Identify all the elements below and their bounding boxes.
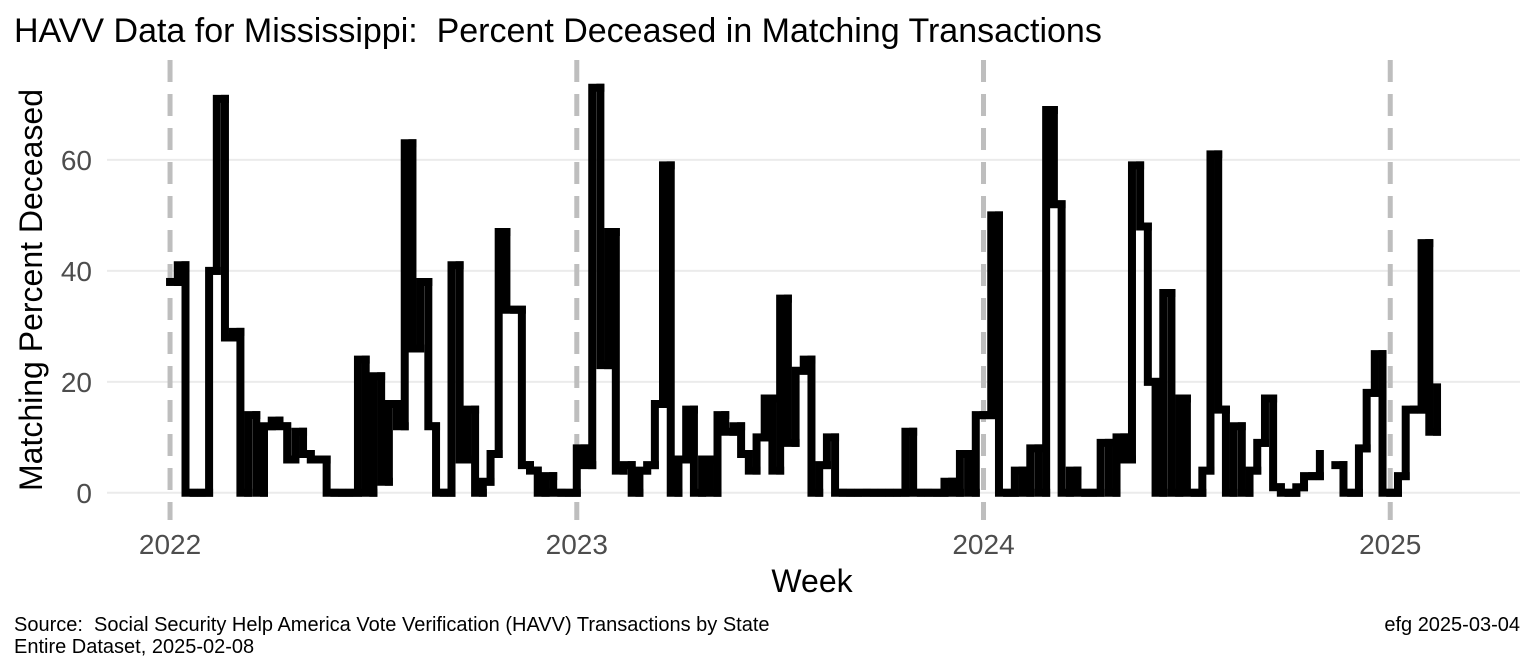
step-segment — [1049, 105, 1066, 209]
x-tick-label: 2025 — [1359, 529, 1421, 560]
step-segment — [220, 94, 237, 342]
caption: Source: Social Security Help America Vot… — [14, 614, 770, 636]
step-segment — [1253, 438, 1269, 475]
step-segment — [650, 400, 668, 470]
step-segment — [994, 211, 1012, 497]
x-tick-label: 2022 — [139, 529, 201, 560]
step-segment — [260, 422, 276, 497]
step-segment — [1269, 394, 1285, 492]
step-segment — [1339, 461, 1356, 497]
y-tick-label: 40 — [61, 256, 92, 287]
step-segment — [737, 422, 753, 458]
caption: efg 2025-03-04 — [1384, 614, 1520, 636]
y-tick-label: 60 — [61, 145, 92, 176]
step-segment — [831, 433, 847, 497]
step-segment — [815, 461, 831, 497]
step-segment — [752, 433, 769, 475]
y-tick-label: 20 — [61, 367, 92, 398]
step-segment — [1362, 388, 1379, 453]
step-segment — [666, 161, 683, 497]
step-segment — [322, 455, 339, 497]
step-segment — [181, 261, 198, 497]
step-segment — [1143, 222, 1160, 386]
step-segment — [1136, 161, 1152, 231]
step-segment — [1354, 444, 1371, 497]
x-tick-label: 2024 — [952, 529, 1014, 560]
y-tick-label: 0 — [76, 478, 92, 509]
x-tick-label: 2023 — [546, 529, 608, 560]
step-segment — [1182, 394, 1199, 497]
step-segment — [909, 427, 925, 497]
chart-title: HAVV Data for Mississippi: Percent Decea… — [14, 12, 1102, 50]
step-segment — [1057, 200, 1074, 497]
step-segment — [1214, 150, 1230, 414]
step-segment — [1401, 405, 1418, 481]
caption: Entire Dataset, 2025-02-08 — [14, 636, 254, 658]
x-axis-label: Week — [771, 563, 853, 599]
step-segment — [517, 305, 535, 470]
step-segment — [674, 455, 691, 497]
step-segment — [486, 449, 503, 486]
step-segment — [424, 277, 441, 431]
step-segment — [611, 228, 628, 475]
y-axis-label: Matching Percent Deceased — [13, 89, 49, 491]
step-segment — [432, 422, 448, 497]
